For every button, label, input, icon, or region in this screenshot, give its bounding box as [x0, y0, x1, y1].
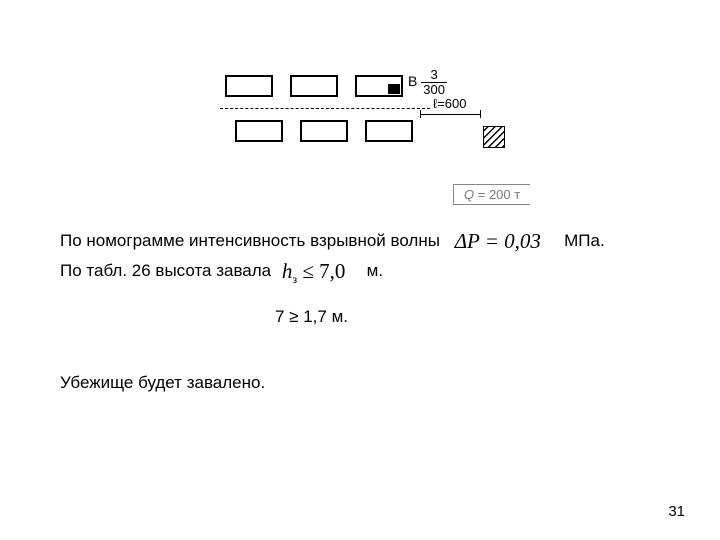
q-var: Q — [464, 187, 474, 202]
line2-pre: По табл. 26 высота завала — [60, 261, 276, 280]
line2-post: м. — [357, 261, 383, 280]
b-fraction: 3 300 — [421, 68, 447, 96]
dimension-line — [420, 114, 480, 115]
fraction-numerator: 3 — [421, 68, 447, 83]
text-line-1: По номограмме интенсивность взрывной вол… — [60, 228, 605, 255]
label-b-text: В — [408, 73, 417, 89]
line1-post: МПа. — [564, 231, 605, 250]
center-axis-line — [220, 108, 430, 109]
text-line-2: По табл. 26 высота завала hз ≤ 7,0 м. — [60, 258, 383, 288]
dim-tick-right — [480, 110, 481, 118]
text-line-3: 7 ≥ 1,7 м. — [275, 306, 348, 328]
fraction-denominator: 300 — [421, 83, 447, 97]
distance-label: ℓ=600 — [433, 96, 466, 111]
page-number: 31 — [668, 503, 685, 520]
delta-p-formula: ΔP = 0,03 — [445, 229, 564, 253]
building-block — [300, 120, 348, 142]
marker-fill — [388, 84, 400, 94]
q-value-box: Q = 200 т — [453, 184, 530, 205]
building-block — [225, 75, 273, 97]
slide-page: В 3 300 ℓ=600 Q = 200 т По номограмме ин… — [0, 0, 720, 540]
text-line-4: Убежище будет завалено. — [60, 372, 265, 394]
hatched-source-box — [483, 126, 505, 148]
h-relation: ≤ 7,0 — [297, 259, 345, 283]
building-block-marked — [355, 75, 403, 97]
q-rest: = 200 т — [474, 187, 520, 202]
building-block — [365, 120, 413, 142]
plan-diagram: В 3 300 ℓ=600 — [225, 70, 515, 160]
line1-pre: По номограмме интенсивность взрывной вол… — [60, 231, 445, 250]
h-formula: hз ≤ 7,0 — [276, 259, 357, 283]
building-block — [290, 75, 338, 97]
h-var: h — [282, 259, 293, 283]
label-b: В 3 300 — [408, 68, 447, 96]
building-block — [235, 120, 283, 142]
